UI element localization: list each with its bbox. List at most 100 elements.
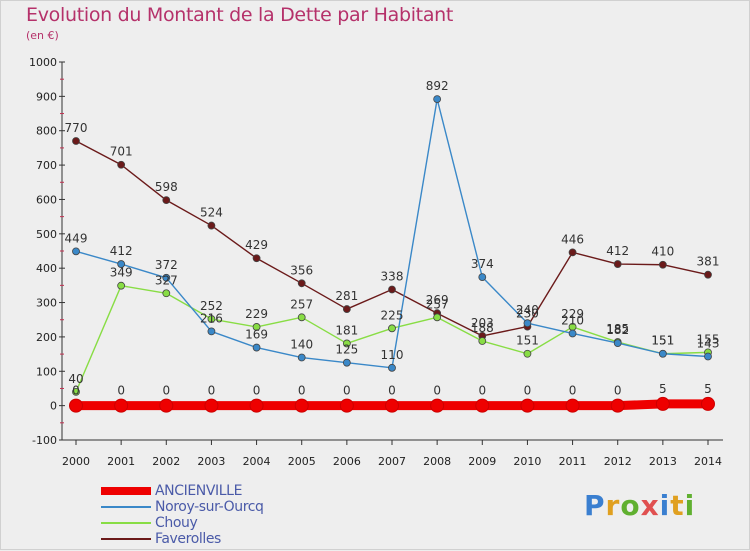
data-point — [297, 279, 306, 288]
data-point — [297, 353, 306, 362]
data-label: 181 — [335, 323, 358, 337]
data-point — [613, 339, 622, 347]
data-point — [430, 398, 445, 413]
legend-item-noroy: Noroy-sur-Ourcq — [101, 499, 264, 515]
data-label: 598 — [155, 180, 178, 194]
x-tick-label: 2009 — [468, 455, 496, 468]
data-point — [162, 273, 171, 282]
data-label: 151 — [516, 334, 539, 348]
data-point — [117, 160, 126, 169]
x-tick-label: 2010 — [513, 455, 541, 468]
data-label: 0 — [614, 384, 622, 398]
data-label: 151 — [651, 334, 674, 348]
data-point — [252, 254, 261, 263]
y-tick-label: 100 — [36, 365, 57, 378]
data-label: 356 — [290, 263, 313, 277]
data-point — [610, 398, 625, 413]
legend: ANCIENVILLE Noroy-sur-Ourcq Chouy Favero… — [101, 483, 264, 547]
data-point — [72, 387, 80, 396]
data-point — [704, 352, 712, 361]
data-label: 381 — [697, 255, 720, 269]
data-label: 185 — [606, 322, 629, 336]
data-point — [388, 324, 396, 333]
data-point — [342, 358, 351, 367]
data-label: 182 — [606, 323, 629, 337]
x-tick-label: 2012 — [604, 455, 632, 468]
data-label: 349 — [110, 266, 133, 280]
data-label: 410 — [651, 245, 674, 259]
data-label: 281 — [335, 289, 358, 303]
data-label: 0 — [524, 384, 532, 398]
data-label: 0 — [72, 384, 80, 398]
y-tick-label: 200 — [36, 331, 57, 344]
x-tick-label: 2000 — [62, 455, 90, 468]
data-label: 140 — [290, 338, 313, 352]
data-label: 110 — [381, 348, 404, 362]
legend-label-ancienville: ANCIENVILLE — [155, 483, 243, 499]
data-label: 372 — [155, 258, 178, 272]
data-point — [475, 398, 490, 413]
data-point — [433, 313, 442, 322]
data-label: 5 — [704, 382, 712, 396]
x-tick-label: 2004 — [243, 455, 271, 468]
data-point — [72, 137, 80, 145]
data-label: 169 — [245, 328, 268, 342]
data-point — [568, 248, 577, 257]
data-label: 429 — [245, 238, 268, 252]
x-tick-label: 2005 — [288, 455, 316, 468]
data-label: 701 — [110, 145, 133, 159]
data-label: 0 — [117, 384, 125, 398]
data-point — [433, 95, 442, 104]
y-tick-label: 600 — [36, 193, 57, 206]
data-point — [523, 349, 532, 358]
data-label: 0 — [162, 384, 170, 398]
data-label: 338 — [381, 269, 404, 283]
x-tick-label: 2008 — [423, 455, 451, 468]
data-point — [655, 396, 670, 411]
data-point — [568, 329, 577, 338]
data-point — [117, 281, 126, 290]
data-label: 125 — [335, 343, 358, 357]
data-label: 0 — [569, 384, 577, 398]
legend-label-chouy: Chouy — [155, 515, 198, 531]
data-label: 5 — [659, 382, 667, 396]
data-point — [478, 273, 487, 282]
data-point — [207, 327, 216, 336]
data-label: 0 — [388, 384, 396, 398]
data-label: 155 — [697, 332, 720, 346]
y-tick-label: 700 — [36, 159, 57, 172]
y-tick-label: 300 — [36, 297, 57, 310]
data-label: 188 — [471, 321, 494, 335]
data-label: 0 — [343, 384, 351, 398]
data-label: 252 — [200, 299, 223, 313]
data-label: 203 — [471, 316, 494, 330]
data-point — [207, 315, 216, 323]
data-label: 892 — [426, 79, 449, 93]
data-label: 0 — [298, 384, 306, 398]
data-label: 257 — [290, 297, 313, 311]
data-point — [388, 285, 396, 294]
data-point — [252, 343, 261, 352]
legend-swatch-chouy — [101, 522, 151, 524]
data-point — [207, 221, 216, 230]
y-tick-label: 0 — [50, 400, 57, 413]
data-point — [114, 398, 129, 413]
data-point — [249, 398, 264, 413]
data-point — [478, 337, 487, 345]
data-label: 0 — [433, 384, 441, 398]
data-label: 229 — [245, 307, 268, 321]
x-tick-label: 2006 — [333, 455, 361, 468]
data-label: 327 — [155, 273, 178, 287]
data-point — [162, 289, 171, 298]
data-point — [294, 398, 309, 413]
y-tick-label: 1000 — [29, 56, 57, 69]
data-label: 40 — [68, 372, 83, 386]
data-label: 374 — [471, 257, 494, 271]
x-tick-label: 2011 — [559, 455, 587, 468]
legend-item-ancienville: ANCIENVILLE — [101, 483, 264, 499]
data-point — [658, 260, 667, 269]
data-label: 446 — [561, 232, 584, 246]
data-label: 0 — [253, 384, 261, 398]
data-label: 143 — [697, 336, 720, 350]
